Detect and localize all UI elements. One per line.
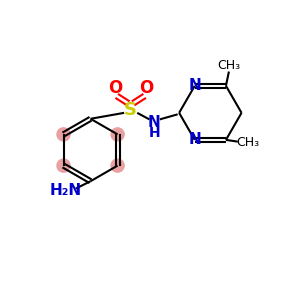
Circle shape	[111, 128, 124, 141]
Circle shape	[57, 159, 70, 172]
Circle shape	[57, 128, 70, 141]
Circle shape	[111, 159, 124, 172]
Text: S: S	[124, 101, 137, 119]
Text: N: N	[188, 132, 201, 147]
Text: H₂N: H₂N	[49, 183, 81, 198]
Text: O: O	[139, 79, 153, 97]
Text: CH₃: CH₃	[217, 58, 241, 71]
Text: O: O	[108, 79, 122, 97]
Text: H: H	[148, 126, 160, 140]
Text: CH₃: CH₃	[237, 136, 260, 149]
Text: N: N	[188, 78, 201, 93]
Text: N: N	[148, 115, 160, 130]
